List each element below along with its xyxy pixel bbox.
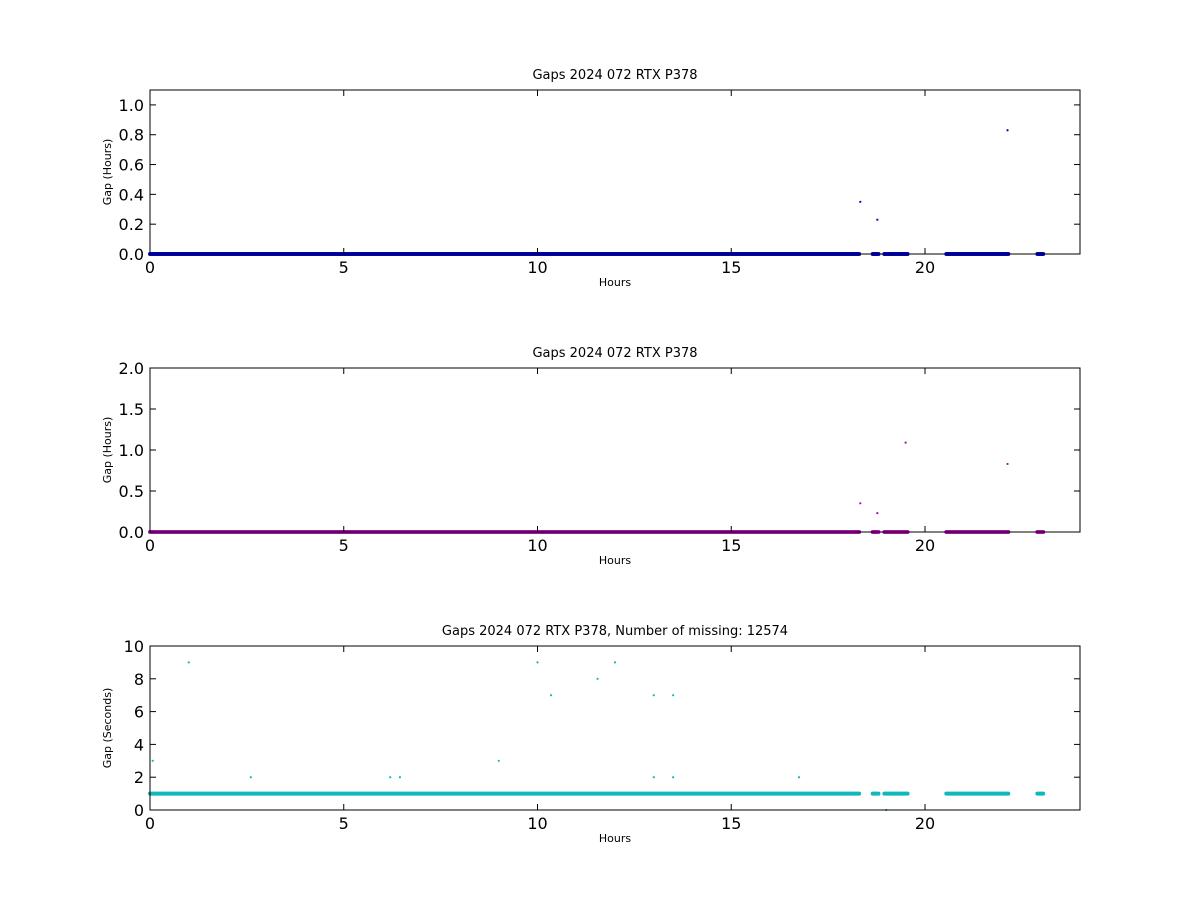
x-tick-label: 15 [721, 258, 741, 277]
axes-frame [149, 645, 1081, 811]
data-point-9 [596, 677, 599, 680]
y-tick-label: 0 [134, 801, 144, 820]
data-point-12 [652, 776, 655, 779]
data-point-1 [859, 502, 862, 505]
data-point-2 [876, 512, 879, 515]
x-tick-label: 0 [145, 258, 155, 277]
y-tick-label: 0.5 [119, 482, 144, 501]
y-tick-label: 8 [134, 670, 144, 689]
data-point-13 [672, 694, 675, 697]
y-tick-label: 10 [124, 637, 144, 656]
data-point-4 [389, 776, 392, 779]
y-tick-label: 0.2 [119, 215, 144, 234]
chart-panel-1: 0 5 10 15 20 0.0 0.2 0.4 0.6 0.8 1.0 Gaps 2024 072 … [101, 68, 1081, 289]
data-point-6 [497, 759, 500, 762]
data-point-4 [1006, 462, 1009, 466]
x-axis-label: Hours [599, 832, 631, 845]
data-point-11 [652, 694, 655, 697]
x-tick-label: 10 [527, 814, 547, 833]
chart-panel-3: 0 5 10 15 20 0 2 4 6 8 10 Gaps 2024 072 RTX P378, N… [101, 624, 1081, 845]
data-point-10 [613, 661, 617, 664]
x-tick-label: 0 [145, 536, 155, 555]
data-point-3 [904, 441, 907, 444]
y-axis-label: Gap (Hours) [101, 139, 114, 206]
y-axis-label: Gap (Hours) [101, 417, 114, 484]
data-point-5 [398, 776, 402, 779]
chart-title: Gaps 2024 072 RTX P378, Number of missin… [442, 624, 788, 639]
y-tick-label: 0.4 [119, 185, 144, 204]
y-tick-label: 0.8 [119, 126, 144, 145]
y-tick-label: 4 [134, 735, 144, 754]
chart-title: Gaps 2024 072 RTX P378 [532, 68, 697, 83]
x-tick-label: 20 [915, 536, 935, 555]
y-tick-label: 6 [134, 703, 144, 722]
y-tick-label: 0.0 [119, 523, 144, 542]
data-point-2 [187, 661, 190, 664]
x-axis-label: Hours [599, 554, 631, 567]
data-point-3 [1006, 129, 1009, 132]
x-tick-label: 0 [145, 814, 155, 833]
y-tick-label: 1.5 [119, 400, 144, 419]
y-tick-label: 0.6 [119, 156, 144, 175]
x-tick-label: 5 [339, 258, 349, 277]
y-tick-label: 0.0 [119, 245, 144, 264]
x-tick-label: 15 [721, 536, 741, 555]
x-tick-label: 5 [339, 536, 349, 555]
x-axis-label: Hours [599, 276, 631, 289]
x-tick-label: 10 [527, 258, 547, 277]
y-tick-label: 1.0 [119, 96, 144, 115]
axes-frame [149, 367, 1081, 533]
x-tick-label: 5 [339, 814, 349, 833]
data-point-14 [672, 776, 675, 779]
data-point-7 [536, 661, 539, 664]
y-tick-label: 2.0 [119, 359, 144, 378]
y-tick-label: 1.0 [119, 441, 144, 460]
data-point-1 [151, 759, 154, 762]
x-tick-label: 20 [915, 258, 935, 277]
x-tick-label: 15 [721, 814, 741, 833]
data-point-8 [549, 694, 553, 697]
chart-title: Gaps 2024 072 RTX P378 [532, 346, 697, 361]
y-tick-label: 2 [134, 768, 144, 787]
data-point-2 [876, 218, 879, 221]
x-tick-label: 10 [527, 536, 547, 555]
data-point-1 [859, 200, 862, 203]
chart-panel-2: 0 5 10 15 20 0.0 0.5 1.0 1.5 2.0 Gaps 2024 072 RTX… [101, 346, 1081, 567]
y-axis-label: Gap (Seconds) [101, 688, 114, 769]
axes-frame [149, 89, 1081, 255]
x-tick-label: 20 [915, 814, 935, 833]
data-point-3 [249, 776, 252, 779]
data-point-15 [797, 776, 801, 779]
